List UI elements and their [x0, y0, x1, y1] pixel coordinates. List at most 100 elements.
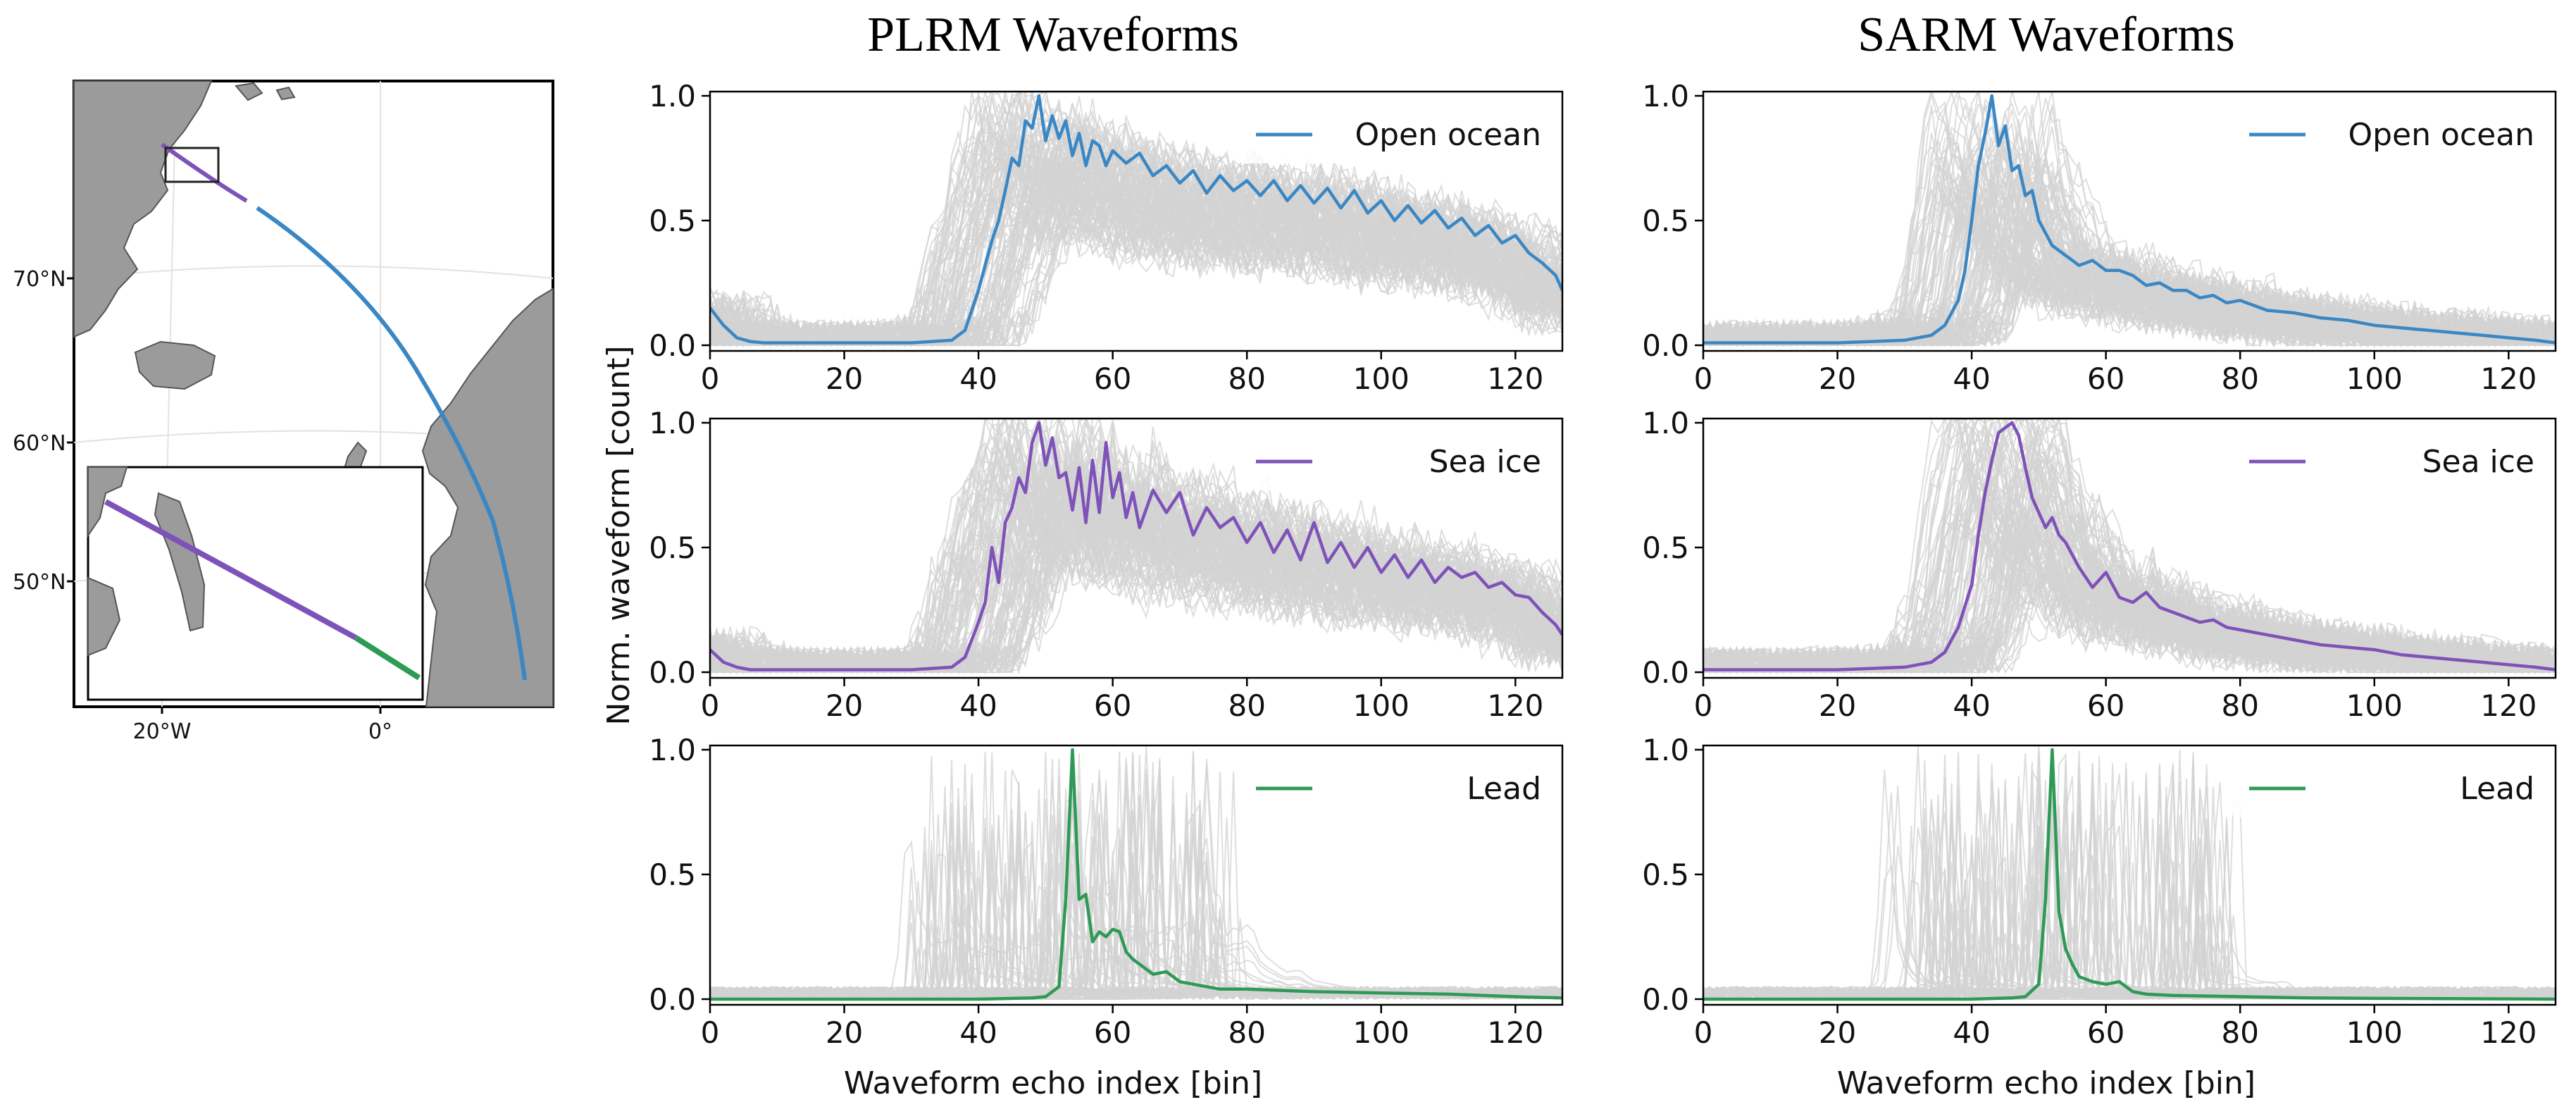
- plrm-lead-legend: Lead: [1238, 760, 1552, 817]
- sarm-lead-series-line: [1703, 748, 2556, 1001]
- x-tick-label: 20: [1819, 361, 1856, 396]
- lat-label-60n: 60°N: [13, 431, 66, 456]
- track-sea-ice-segment: [161, 142, 248, 203]
- plrm-lead-panel: 0 20 40 60 80 100 120 0.0 0.5 1.0 Lead: [649, 733, 1564, 1050]
- x-tick-label: 60: [1094, 688, 1131, 723]
- arctic-islands-shape: [235, 82, 296, 101]
- x-tick-label: 20: [1819, 688, 1856, 723]
- y-tick-label: 0.0: [649, 655, 696, 690]
- sarm-lead-legend: Lead: [2232, 760, 2545, 817]
- sarm-sea-ice-series-line: [1703, 421, 2556, 672]
- plrm-sea-ice-panel: 0 20 40 60 80 100 120 0.0 0.5 1.0 Sea ice: [649, 406, 1564, 723]
- legend-box: [2232, 106, 2545, 163]
- inset-track-sea-ice: [104, 499, 357, 640]
- x-axis-label-plrm: Waveform echo index [bin]: [844, 1065, 1262, 1101]
- sarm-sea-ice-panel: 0 20 40 60 80 100 120 0.0 0.5 1.0 Sea ice: [1642, 406, 2557, 723]
- lon-label-20w: 20°W: [133, 719, 192, 744]
- x-tick-label: 0: [1694, 361, 1713, 396]
- plrm-open-ocean-panel: 0 20 40 60 80 100 120 0.0 0.5 1.0 Open ocean: [649, 79, 1564, 396]
- sarm-open-ocean-series-line: [1703, 94, 2556, 345]
- x-tick-label: 0: [701, 688, 720, 723]
- background-waveform: [710, 800, 1562, 1001]
- iceland-land-shape: [134, 340, 216, 390]
- plrm-sea-ice-background-waveforms: [710, 419, 1562, 675]
- x-tick-label: 100: [1353, 688, 1410, 723]
- sarm-open-ocean-legend: Open ocean: [2232, 106, 2545, 163]
- track-open-ocean-segment: [256, 206, 527, 681]
- y-tick-label: 1.0: [649, 733, 696, 767]
- y-tick-label: 0.5: [1642, 531, 1689, 565]
- lat-label-50n: 50°N: [13, 570, 66, 595]
- y-tick-label: 0.0: [1642, 982, 1689, 1017]
- background-waveform: [1703, 426, 2556, 675]
- legend-label: Lead: [1467, 771, 1541, 807]
- inset-track-lead: [354, 635, 421, 681]
- greenland-land-shape: [73, 80, 213, 338]
- x-tick-label: 80: [1228, 1015, 1265, 1050]
- y-tick-label: 1.0: [1642, 79, 1689, 113]
- legend-box: [1238, 106, 1552, 163]
- legend-box: [1238, 433, 1552, 490]
- x-tick-label: 120: [2480, 688, 2537, 723]
- x-tick-label: 20: [1819, 1015, 1856, 1050]
- legend-label: Sea ice: [1429, 444, 1541, 480]
- background-waveform: [710, 419, 1562, 674]
- background-waveform: [1703, 419, 2556, 674]
- x-tick-label: 80: [2221, 1015, 2258, 1050]
- y-tick-label: 1.0: [1642, 406, 1689, 440]
- legend-box: [2232, 760, 2545, 817]
- legend-label: Sea ice: [2422, 444, 2534, 480]
- background-waveform: [710, 134, 1562, 348]
- track-map: 70°N 60°N 50°N 20°W 0°: [13, 80, 554, 744]
- x-tick-label: 120: [1487, 688, 1543, 723]
- y-tick-label: 0.5: [649, 531, 696, 565]
- x-tick-label: 100: [2346, 361, 2403, 396]
- sarm-column-title: SARM Waveforms: [1858, 8, 2235, 62]
- background-waveform: [710, 151, 1562, 348]
- x-tick-label: 0: [1694, 1015, 1713, 1050]
- y-tick-label: 0.5: [649, 858, 696, 892]
- x-tick-label: 40: [959, 688, 997, 723]
- y-tick-label: 0.5: [649, 204, 696, 238]
- lat-label-70n: 70°N: [13, 267, 66, 292]
- y-tick-label: 0.5: [1642, 858, 1689, 892]
- x-tick-label: 40: [1953, 361, 1990, 396]
- waveform-panels: 0 20 40 60 80 100 120 0.0 0.5 1.0 Open ocean 0 20 40 6…: [649, 79, 2557, 1050]
- legend-label: Lead: [2460, 771, 2534, 807]
- x-tick-label: 120: [1487, 361, 1543, 396]
- y-tick-label: 1.0: [649, 406, 696, 440]
- track-inset: [87, 466, 424, 701]
- y-tick-label: 0.0: [649, 328, 696, 363]
- y-tick-label: 0.0: [1642, 328, 1689, 363]
- lon-label-0: 0°: [368, 719, 392, 744]
- inset-land-left: [87, 466, 128, 657]
- background-waveform: [1703, 440, 2556, 675]
- x-tick-label: 100: [2346, 1015, 2403, 1050]
- x-tick-label: 0: [701, 361, 720, 396]
- x-tick-label: 100: [1353, 361, 1410, 396]
- y-tick-label: 1.0: [1642, 733, 1689, 767]
- background-waveform: [1703, 132, 2556, 347]
- sarm-open-ocean-panel: 0 20 40 60 80 100 120 0.0 0.5 1.0 Open ocean: [1642, 79, 2557, 396]
- y-tick-label: 1.0: [649, 79, 696, 113]
- x-tick-label: 0: [1694, 688, 1713, 723]
- x-tick-label: 20: [826, 1015, 863, 1050]
- y-axis-label: Norm. waveform [count]: [601, 345, 637, 725]
- x-tick-label: 80: [2221, 361, 2258, 396]
- x-tick-label: 20: [826, 361, 863, 396]
- x-tick-label: 20: [826, 688, 863, 723]
- x-tick-label: 80: [1228, 361, 1265, 396]
- background-waveform: [1703, 130, 2556, 348]
- legend-box: [1238, 760, 1552, 817]
- x-tick-label: 120: [1487, 1015, 1543, 1050]
- sarm-lead-panel: 0 20 40 60 80 100 120 0.0 0.5 1.0 Lead: [1642, 733, 2557, 1050]
- background-waveform: [1703, 168, 2556, 348]
- background-waveform: [1703, 477, 2556, 675]
- background-waveform: [710, 92, 1562, 347]
- x-tick-label: 80: [2221, 688, 2258, 723]
- x-tick-label: 100: [2346, 688, 2403, 723]
- background-waveform: [1703, 781, 2556, 1001]
- legend-box: [2232, 433, 2545, 490]
- europe-land-shape: [421, 287, 554, 707]
